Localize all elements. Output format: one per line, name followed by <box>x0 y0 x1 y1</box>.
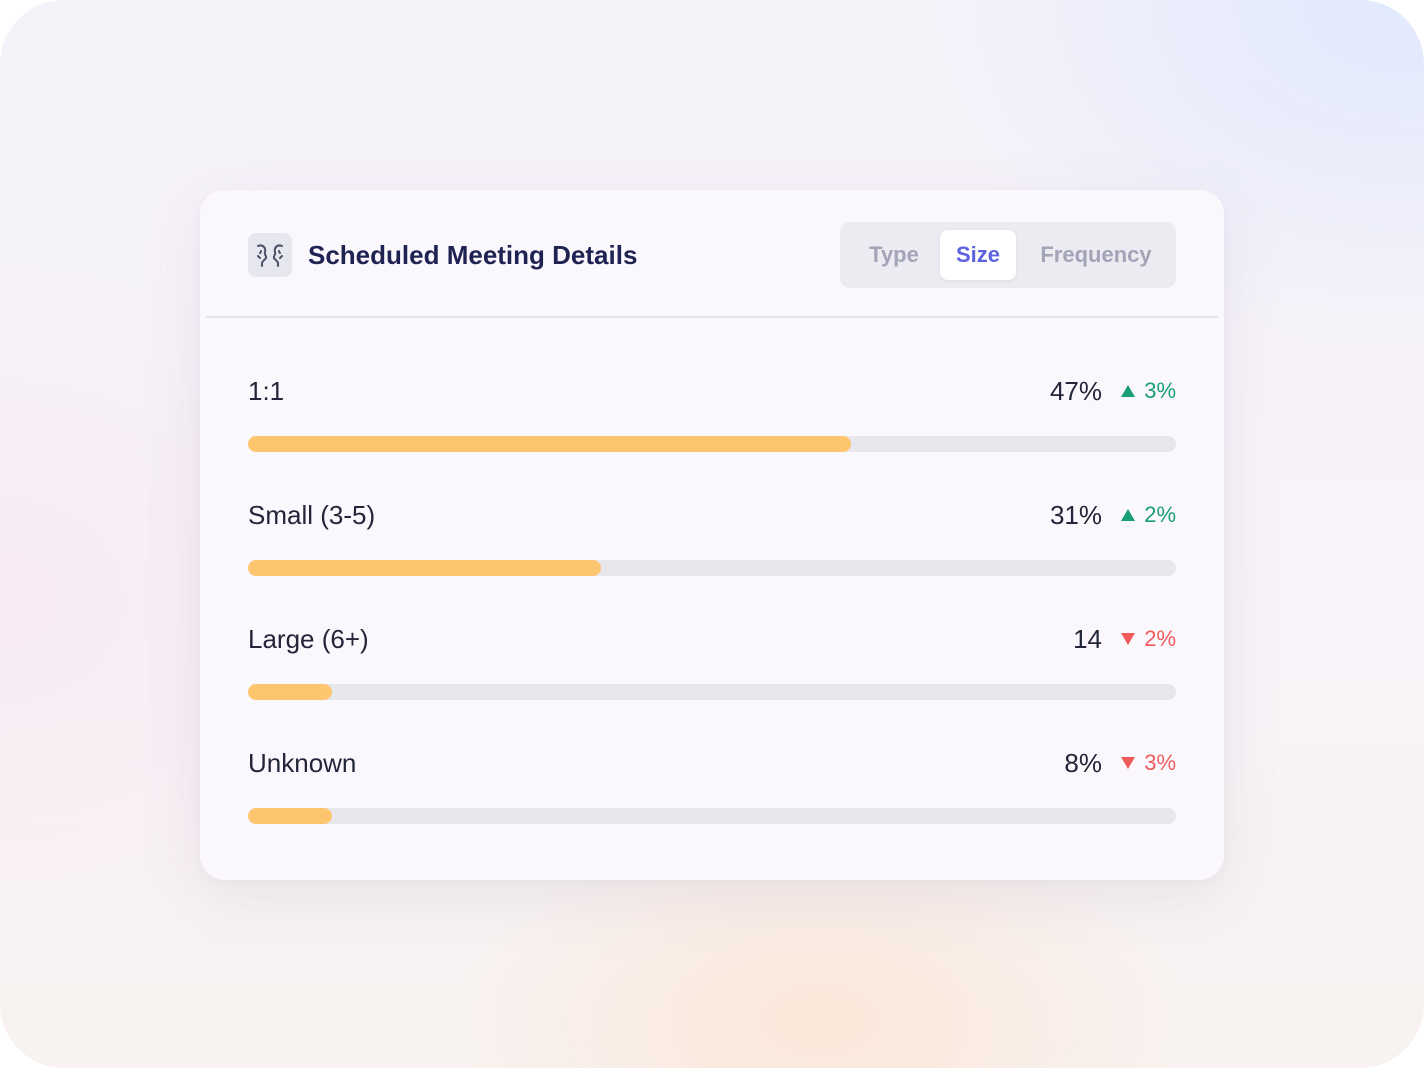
row-label: Large (6+) <box>248 624 369 654</box>
tab-type[interactable]: Type <box>869 242 919 267</box>
progress-track <box>248 436 1176 452</box>
delta-value: 2% <box>1144 626 1176 651</box>
delta-indicator: 2% <box>1120 622 1176 656</box>
row-label: Unknown <box>248 748 357 778</box>
list-item-row: Small (3-5) 31% 2% <box>248 498 1176 588</box>
triangle-up-icon <box>1121 385 1136 397</box>
row-value: 31% <box>1049 500 1102 530</box>
progress-track <box>248 684 1176 700</box>
segmented-tabs: Type Size Frequency <box>840 222 1176 288</box>
meeting-people-icon <box>248 233 292 277</box>
meeting-details-card: Scheduled Meeting Details Type Size Freq… <box>200 190 1224 880</box>
delta-indicator: 2% <box>1120 498 1176 532</box>
card-header: Scheduled Meeting Details Type Size Freq… <box>200 190 1224 317</box>
tab-frequency[interactable]: Frequency <box>1040 242 1152 267</box>
delta-value: 2% <box>1144 502 1176 527</box>
triangle-down-icon <box>1121 633 1136 645</box>
progress-fill <box>248 808 332 824</box>
progress-track <box>248 560 1176 576</box>
progress-track <box>248 808 1176 824</box>
row-label: Small (3-5) <box>248 500 376 530</box>
triangle-up-icon <box>1121 509 1136 521</box>
list-item-row: Large (6+) 14 2% <box>248 622 1176 712</box>
progress-fill <box>248 684 332 700</box>
delta-indicator: 3% <box>1120 374 1176 408</box>
row-value: 8% <box>1064 748 1102 778</box>
card-title: Scheduled Meeting Details <box>308 240 638 270</box>
row-label: 1:1 <box>248 376 285 406</box>
progress-fill <box>248 436 852 452</box>
tab-size[interactable]: Size <box>940 230 1016 280</box>
delta-indicator: 3% <box>1120 746 1176 780</box>
header-divider <box>206 316 1218 318</box>
row-value: 47% <box>1049 376 1102 406</box>
list-item-row: Unknown 8% 3% <box>248 746 1176 836</box>
row-value: 14 <box>1073 624 1102 654</box>
delta-value: 3% <box>1144 378 1176 403</box>
list-item-row: 1:1 47% 3% <box>248 374 1176 464</box>
delta-value: 3% <box>1144 750 1176 775</box>
progress-fill <box>248 560 601 576</box>
triangle-down-icon <box>1121 757 1136 769</box>
